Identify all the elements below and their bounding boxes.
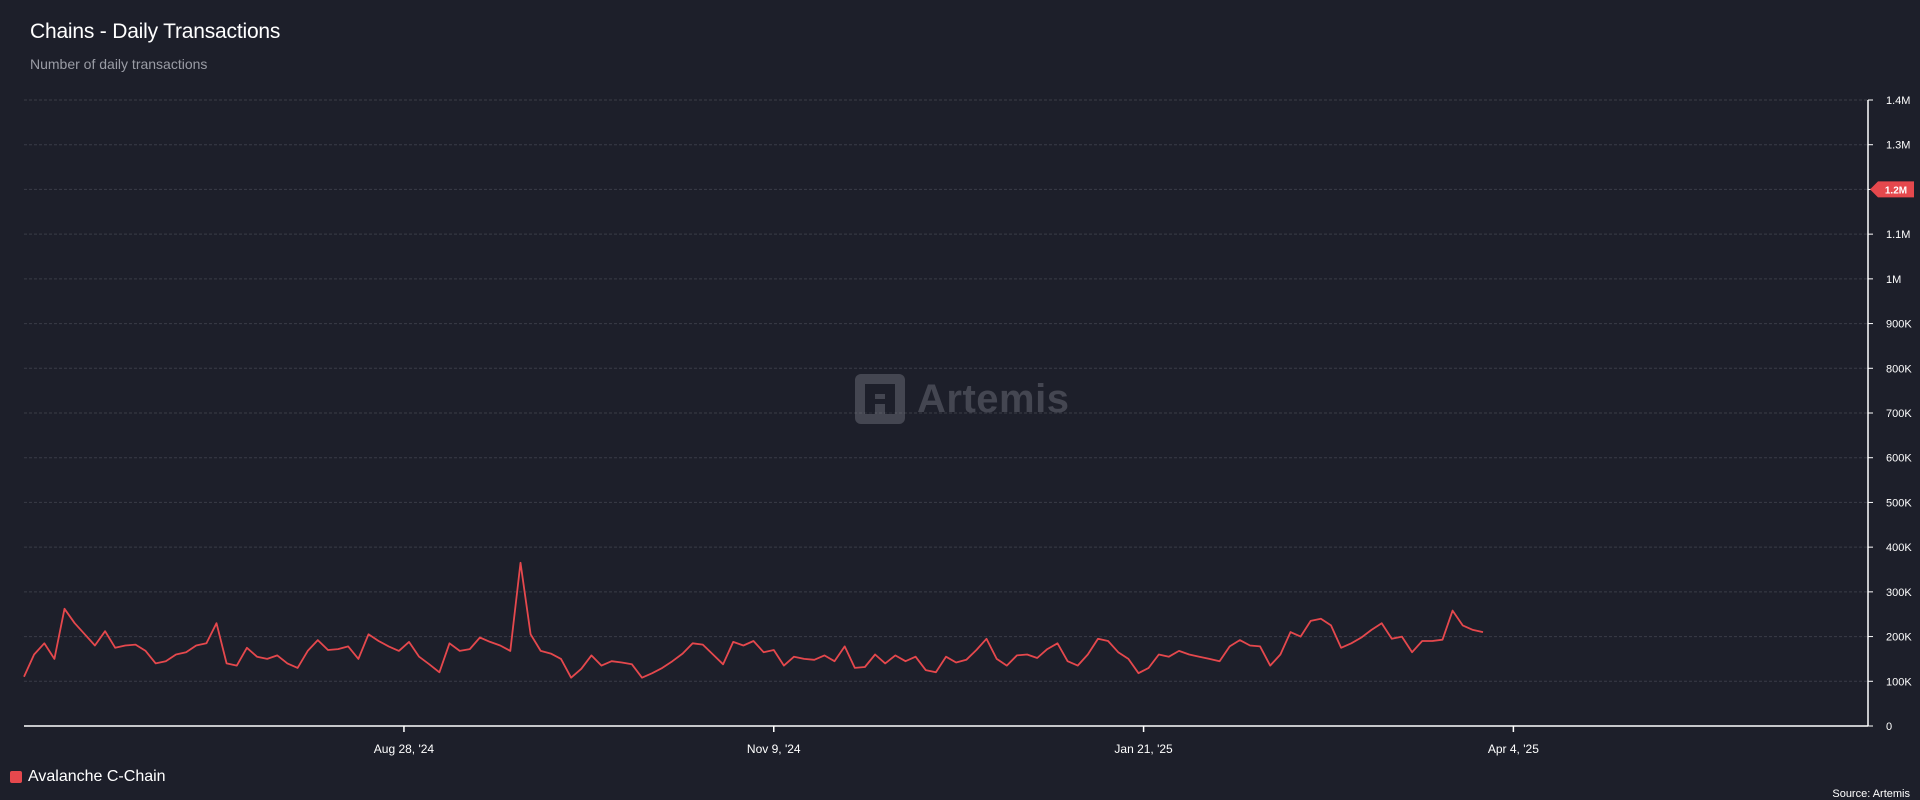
y-tick-label: 1M xyxy=(1886,274,1901,286)
legend-swatch xyxy=(10,771,22,783)
y-tick-label: 800K xyxy=(1886,363,1912,375)
source-note: Source: Artemis xyxy=(1832,788,1910,800)
x-tick-label: Apr 4, '25 xyxy=(1488,742,1539,756)
y-tick-label: 500K xyxy=(1886,497,1912,509)
last-value-badge: 1.2M xyxy=(1870,181,1914,198)
y-tick-label: 300K xyxy=(1886,587,1912,599)
labels-layer: 0 100K 200K 300K 400K 500K 600K 700K 800K 900K 1M 1… xyxy=(374,95,1914,756)
y-tick-label: 0 xyxy=(1886,721,1892,733)
x-tick-label: Aug 28, '24 xyxy=(374,742,435,756)
artemis-watermark: Artemis xyxy=(855,374,1069,424)
series-line xyxy=(23,561,1484,679)
grid-lines xyxy=(24,99,1868,682)
x-tick-label: Nov 9, '24 xyxy=(747,742,801,756)
axes xyxy=(24,99,1873,732)
x-tick-label: Jan 21, '25 xyxy=(1114,742,1173,756)
y-tick-label: 600K xyxy=(1886,453,1912,465)
y-tick-label: 400K xyxy=(1886,542,1912,554)
artemis-logo-icon xyxy=(855,374,905,424)
last-value-label: 1.2M xyxy=(1885,185,1907,196)
last-value-badge-shape xyxy=(1870,181,1914,198)
legend-label: Avalanche C-Chain xyxy=(28,768,166,785)
watermark-brand: Artemis xyxy=(917,376,1070,421)
y-tick-label: 900K xyxy=(1886,319,1912,331)
chart-title: Chains - Daily Transactions xyxy=(30,20,281,43)
legend[interactable]: Avalanche C-Chain xyxy=(10,768,166,786)
y-tick-label: 1.1M xyxy=(1886,229,1910,241)
chart-subtitle: Number of daily transactions xyxy=(30,56,208,72)
y-tick-label: 700K xyxy=(1886,408,1912,420)
y-tick-label: 100K xyxy=(1886,676,1912,688)
y-tick-label: 1.3M xyxy=(1886,140,1910,152)
series-layer xyxy=(23,561,1484,679)
y-tick-label: 200K xyxy=(1886,632,1912,644)
y-tick-label: 1.4M xyxy=(1886,95,1910,107)
